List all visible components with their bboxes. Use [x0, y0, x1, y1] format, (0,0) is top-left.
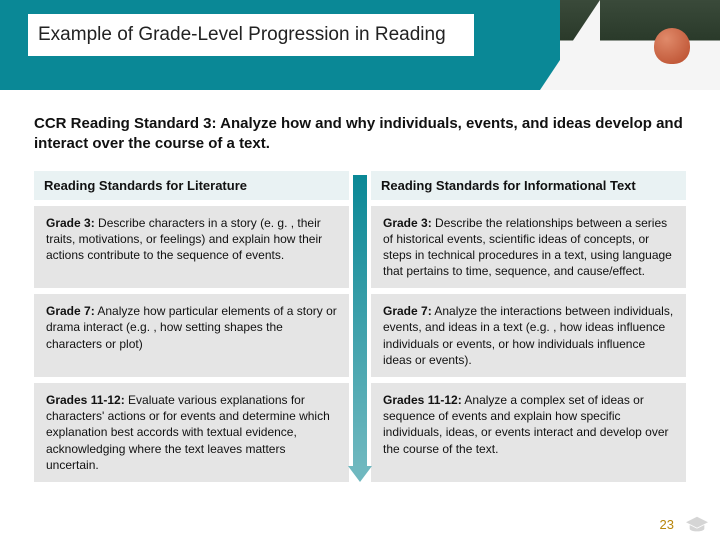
ccr-standard-text: CCR Reading Standard 3: Analyze how and …	[34, 114, 686, 155]
grade-label: Grades 11-12:	[46, 393, 125, 407]
grade-label: Grade 7:	[46, 304, 95, 318]
progression-table: Reading Standards for Literature Reading…	[34, 171, 686, 482]
grade-label: Grade 3:	[46, 216, 95, 230]
table-cell-lit-grade11-12: Grades 11-12: Evaluate various explanati…	[34, 383, 349, 482]
table-cell-info-grade7: Grade 7: Analyze the interactions betwee…	[371, 294, 686, 377]
column-header-literature: Reading Standards for Literature	[34, 171, 349, 200]
grade-label: Grades 11-12:	[383, 393, 462, 407]
progression-arrow	[349, 171, 371, 482]
table-cell-info-grade3: Grade 3: Describe the relationships betw…	[371, 206, 686, 289]
table-cell-lit-grade7: Grade 7: Analyze how particular elements…	[34, 294, 349, 377]
column-header-informational: Reading Standards for Informational Text	[371, 171, 686, 200]
apple-icon	[654, 28, 690, 64]
page-number: 23	[660, 517, 674, 532]
table-cell-info-grade11-12: Grades 11-12: Analyze a complex set of i…	[371, 383, 686, 482]
grade-label: Grade 7:	[383, 304, 432, 318]
arrow-shaft	[353, 175, 367, 468]
slide-title: Example of Grade-Level Progression in Re…	[28, 14, 474, 56]
table-cell-lit-grade3: Grade 3: Describe characters in a story …	[34, 206, 349, 289]
content-area: CCR Reading Standard 3: Analyze how and …	[0, 90, 720, 492]
graduation-cap-icon	[686, 516, 708, 534]
header-decoration	[560, 0, 720, 90]
grade-label: Grade 3:	[383, 216, 432, 230]
arrow-down-icon	[348, 466, 372, 482]
